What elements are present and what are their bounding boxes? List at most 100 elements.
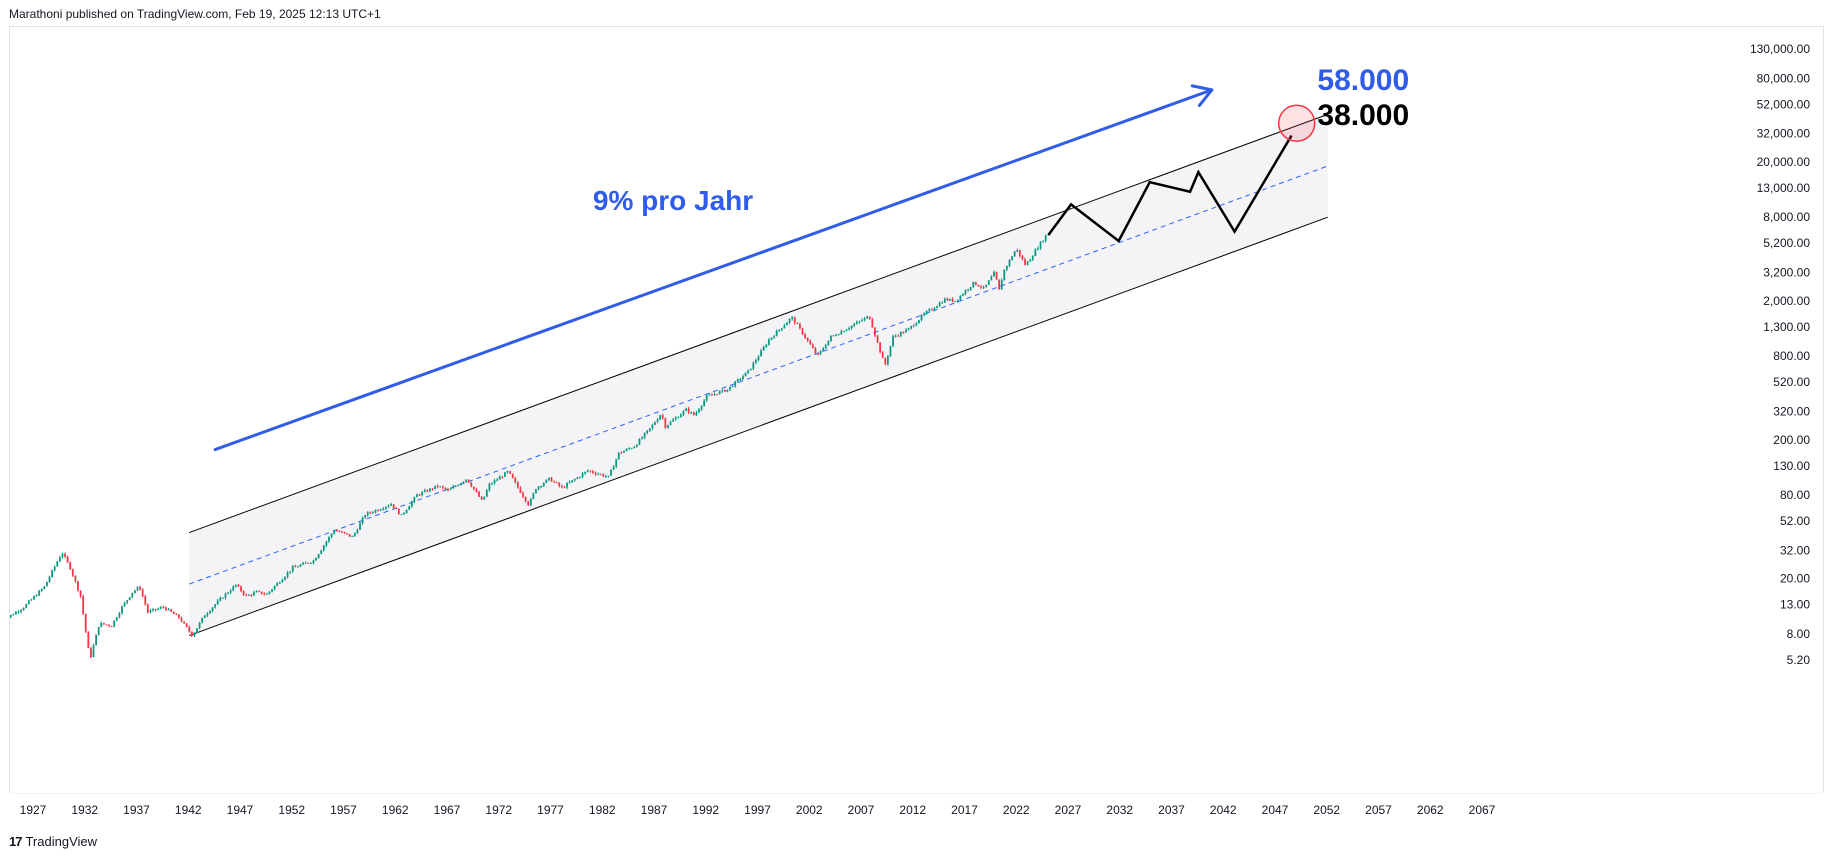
- target-circle[interactable]: [1277, 104, 1316, 142]
- candle-body: [576, 477, 579, 480]
- projection-path[interactable]: [1047, 134, 1293, 243]
- candle-body: [930, 309, 933, 311]
- time-tick-label: 2027: [1055, 803, 1082, 817]
- candle-body: [273, 585, 276, 590]
- candle-body: [465, 479, 468, 482]
- time-tick-label: 2007: [848, 803, 875, 817]
- time-tick-label: 2032: [1106, 803, 1133, 817]
- candle-body: [289, 571, 292, 573]
- candle-body: [669, 421, 672, 425]
- price-tick-label: 52.00: [1780, 514, 1810, 528]
- price-tick-label: 320.00: [1773, 404, 1810, 418]
- candle-body: [902, 332, 905, 334]
- candle-body: [742, 376, 744, 380]
- candle-body: [698, 409, 700, 413]
- candle-body: [294, 566, 297, 568]
- candle-body: [97, 626, 100, 635]
- candle-body: [775, 330, 778, 337]
- candle-body: [343, 531, 346, 534]
- candle-body: [814, 348, 817, 354]
- candle-body: [522, 492, 524, 497]
- candle-body: [82, 596, 85, 614]
- candle-body: [972, 281, 975, 288]
- candle-body: [537, 486, 540, 490]
- channel-upper-line[interactable]: [189, 113, 1328, 534]
- candle-body: [361, 517, 364, 524]
- candle-body: [760, 350, 762, 357]
- candle-body: [408, 506, 411, 510]
- time-tick-label: 1927: [20, 803, 47, 817]
- candle-body: [374, 510, 377, 513]
- candle-body: [861, 320, 863, 322]
- candle-body: [38, 590, 41, 596]
- candle-body: [390, 504, 392, 506]
- candle-body: [403, 512, 405, 515]
- candle-body: [540, 485, 543, 487]
- candle-body: [87, 631, 90, 649]
- candle-body: [679, 414, 682, 418]
- candle-body: [410, 501, 413, 507]
- candle-body: [66, 556, 69, 563]
- price-axis[interactable]: 5.20 8.00 13.00 20.00 32.00 52.00 80.00 130.00 2…: [1750, 42, 1810, 667]
- price-chart[interactable]: 9% pro Jahr 58.000 38.000 5.20 8.00 13.00 2…: [10, 27, 1823, 794]
- candle-body: [736, 379, 739, 382]
- candle-body: [227, 592, 229, 594]
- candle-body: [190, 631, 193, 637]
- candle-body: [938, 302, 941, 307]
- candle-body: [118, 613, 121, 618]
- time-axis[interactable]: 1927 1932 1937 1942 1947 1952 1957 1962 1967 1972…: [0, 800, 1835, 822]
- candle-body: [713, 393, 716, 395]
- candle-body: [64, 553, 66, 557]
- candle-body: [320, 550, 323, 554]
- chart-pane[interactable]: 9% pro Jahr 58.000 38.000 5.20 8.00 13.00 2…: [9, 26, 1824, 794]
- candle-body: [1034, 249, 1037, 256]
- candle-body: [592, 471, 594, 473]
- candle-body: [302, 562, 304, 565]
- time-tick-label: 1972: [485, 803, 512, 817]
- candle-body: [366, 512, 369, 516]
- target-low-annotation: 38.000: [1317, 99, 1409, 132]
- candle-body: [586, 470, 589, 472]
- candle-body: [242, 591, 245, 595]
- candle-body: [866, 316, 869, 319]
- channel-lower-line[interactable]: [189, 216, 1328, 637]
- candle-body: [434, 485, 436, 490]
- time-tick-label: 2017: [951, 803, 978, 817]
- candle-body: [258, 591, 261, 593]
- candle-body: [423, 490, 426, 493]
- candle-body: [840, 331, 843, 335]
- candle-body: [548, 477, 550, 480]
- candle-body: [183, 621, 185, 624]
- candle-body: [441, 486, 444, 488]
- candle-body: [170, 609, 173, 612]
- price-tick-label: 8,000.00: [1763, 210, 1810, 224]
- candle-body: [416, 494, 418, 498]
- candle-body: [946, 298, 949, 301]
- candle-body: [193, 632, 196, 637]
- candle-body: [765, 344, 768, 347]
- candle-body: [134, 590, 136, 593]
- candle-body: [705, 395, 708, 401]
- channel-mid-line[interactable]: [189, 165, 1328, 585]
- candle-body: [472, 486, 475, 490]
- candle-body: [439, 486, 442, 488]
- candle-body: [879, 342, 882, 353]
- price-tick-label: 2,000.00: [1763, 294, 1810, 308]
- candle-body: [933, 308, 936, 310]
- candle-body: [845, 329, 848, 332]
- candle-body: [263, 593, 266, 595]
- candle-body: [783, 325, 786, 329]
- candle-body: [824, 345, 827, 349]
- candle-body: [799, 324, 801, 329]
- candle-body: [491, 483, 493, 485]
- growth-arrow-head: [1190, 84, 1214, 108]
- candle-body: [651, 424, 654, 429]
- candle-body: [105, 624, 108, 626]
- growth-arrow[interactable]: [213, 88, 1214, 452]
- time-tick-label: 1967: [434, 803, 461, 817]
- candle-body: [589, 470, 592, 472]
- candle-body: [690, 412, 693, 414]
- candle-body: [1021, 255, 1024, 260]
- brand-footer[interactable]: 17 TradingView: [9, 834, 97, 849]
- candle-body: [221, 597, 224, 599]
